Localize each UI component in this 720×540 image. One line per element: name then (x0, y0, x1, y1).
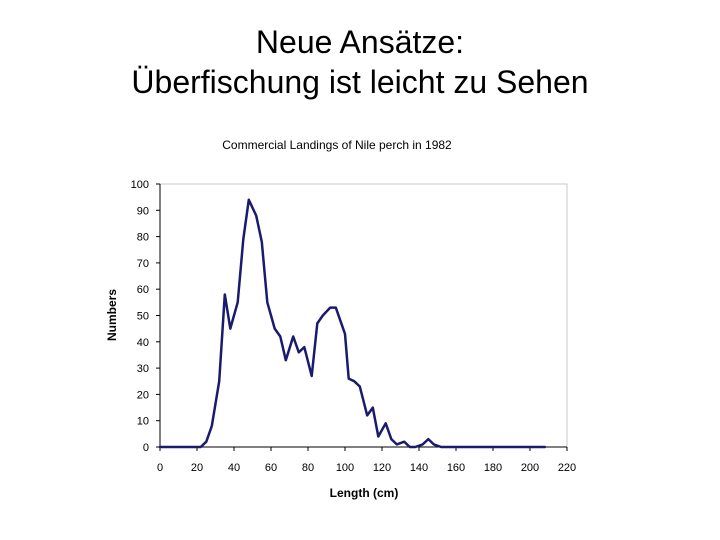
y-tick-label: 90 (137, 205, 149, 217)
y-tick-label: 10 (137, 416, 149, 428)
y-tick-label: 0 (143, 442, 149, 454)
y-axis-label: Numbers (105, 289, 119, 341)
chart-title: Commercial Landings of Nile perch in 198… (222, 138, 452, 152)
series-line (158, 198, 547, 449)
x-tick-label: 140 (410, 462, 428, 474)
slide-title: Neue Ansätze: Überfischung ist leicht zu… (0, 22, 720, 102)
x-tick-label: 60 (265, 462, 277, 474)
x-tick-label: 20 (191, 462, 203, 474)
plot-area: 0 10 20 30 40 50 60 70 80 90 100 0 20 40 60 80 100 120 140… (131, 179, 577, 474)
slide-title-line-2: Überfischung ist leicht zu Sehen (131, 64, 589, 100)
y-tick-label: 50 (137, 311, 149, 323)
slide-title-line-1: Neue Ansätze: (255, 24, 465, 60)
x-tick-label: 120 (373, 462, 391, 474)
y-tick-label: 30 (137, 363, 149, 375)
x-tick-label: 100 (336, 462, 354, 474)
x-tick-label: 220 (558, 462, 576, 474)
y-tick-label: 70 (137, 258, 149, 270)
y-tick-label: 40 (137, 337, 149, 349)
x-tick-label: 180 (484, 462, 502, 474)
x-tick-label: 200 (521, 462, 539, 474)
y-tick-label: 20 (137, 389, 149, 401)
x-tick-label: 160 (447, 462, 465, 474)
plot-frame (159, 183, 568, 448)
x-tick-label: 80 (302, 462, 314, 474)
x-axis-label: Length (cm) (330, 486, 399, 500)
y-tick-label: 80 (137, 232, 149, 244)
x-tick-label: 0 (157, 462, 163, 474)
y-tick-label: 60 (137, 284, 149, 296)
y-tick-label: 100 (131, 179, 149, 191)
line-chart: Commercial Landings of Nile perch in 198… (105, 138, 577, 500)
x-tick-label: 40 (228, 462, 240, 474)
